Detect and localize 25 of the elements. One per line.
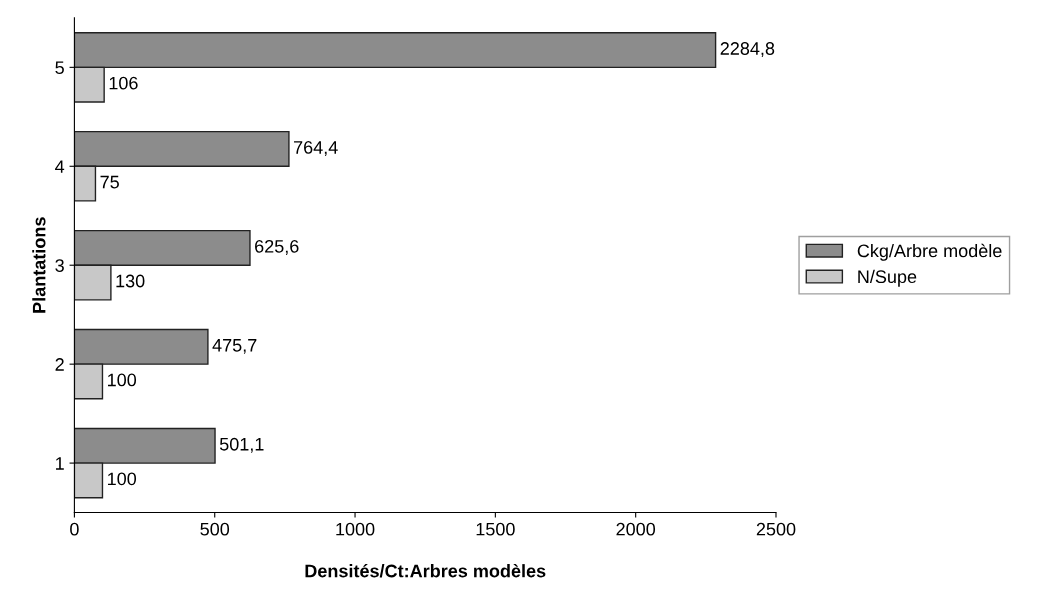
y-tick-label: 1 <box>56 457 64 470</box>
data-label: 100 <box>108 373 137 387</box>
data-label: 625,6 <box>255 239 299 255</box>
y-tick-label: 3 <box>55 259 64 272</box>
data-label: 2284,8 <box>720 42 775 58</box>
y-axis-title: Plantations <box>32 217 46 313</box>
data-label: 100 <box>108 472 137 486</box>
x-tick-label: 1000 <box>336 522 375 536</box>
data-label: 106 <box>109 76 138 90</box>
x-axis-title: Densités/Ct:Arbres modèles <box>305 563 546 578</box>
y-tick-label: 5 <box>55 61 64 75</box>
data-label: 501,1 <box>219 437 264 453</box>
x-tick-label: 0 <box>70 522 79 536</box>
y-tick-label: 2 <box>55 358 64 371</box>
data-label: 130 <box>116 274 145 288</box>
y-tick-label: 4 <box>55 160 65 173</box>
data-label: 764,4 <box>294 141 338 156</box>
x-tick-label: 2000 <box>616 522 656 536</box>
x-tick-label: 1500 <box>476 522 515 536</box>
data-label: 475,7 <box>212 339 257 354</box>
x-tick-label: 2500 <box>756 522 796 536</box>
legend-label: N/Supe <box>858 269 917 287</box>
data-label: 75 <box>100 175 119 189</box>
x-tick-label: 500 <box>200 522 230 536</box>
legend-label: Ckg/Arbre modèle <box>857 243 1002 261</box>
